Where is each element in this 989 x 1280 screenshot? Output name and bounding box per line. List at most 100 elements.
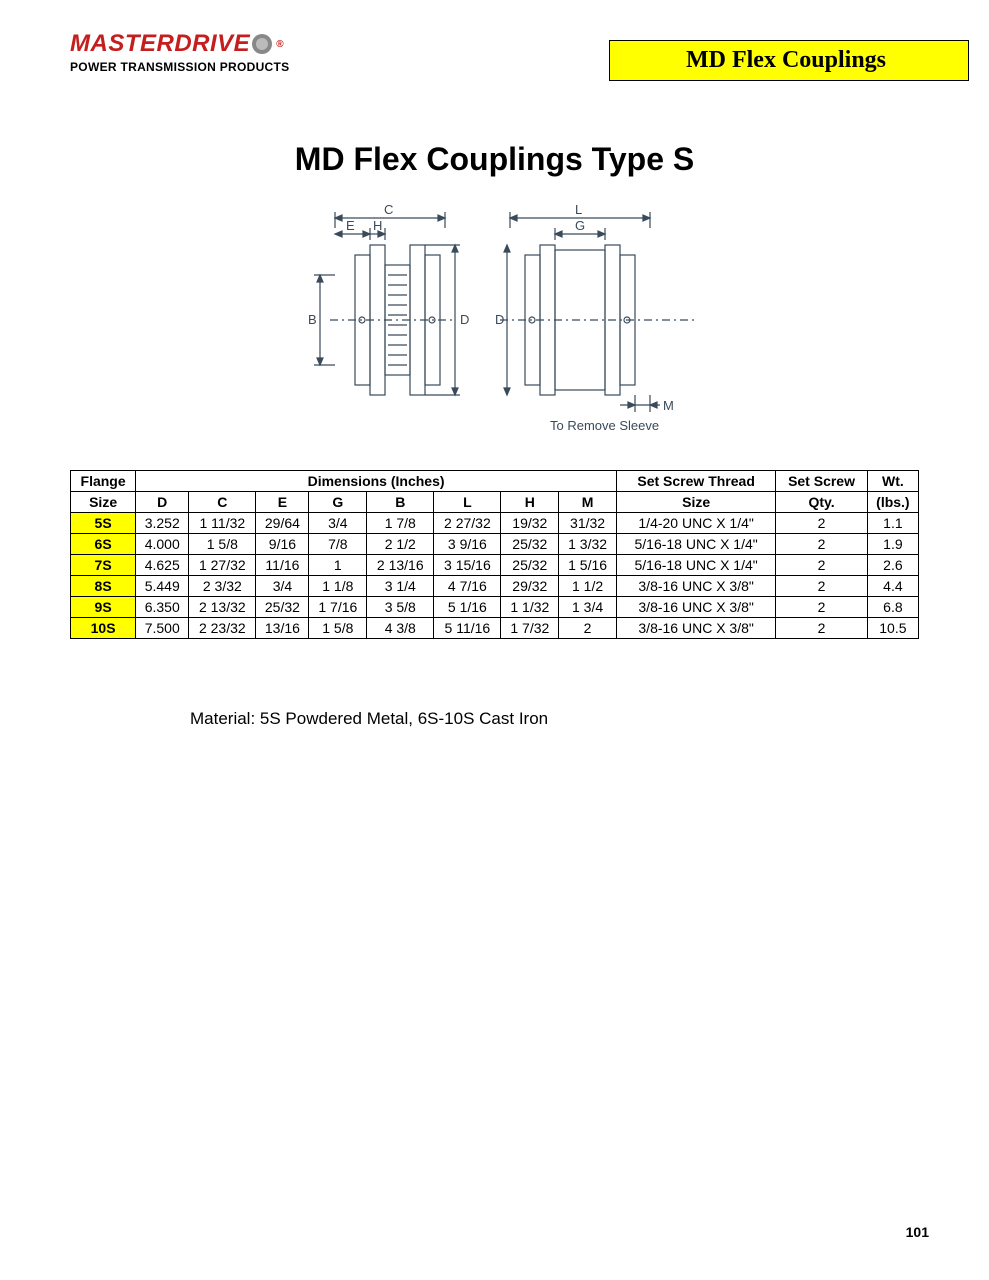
table-cell: 1/4-20 UNC X 1/4": [616, 513, 775, 534]
table-cell: 2 13/32: [189, 597, 256, 618]
page-number: 101: [906, 1224, 929, 1240]
table-cell: 25/32: [501, 555, 559, 576]
table-cell: 5S: [71, 513, 136, 534]
table-cell: 10.5: [867, 618, 918, 639]
gear-icon: [252, 34, 272, 54]
table-cell: 5 11/16: [434, 618, 501, 639]
page-title: MD Flex Couplings Type S: [0, 141, 989, 178]
table-cell: 1 3/32: [559, 534, 617, 555]
dim-label-d2: D: [495, 312, 504, 327]
table-cell: 3 15/16: [434, 555, 501, 576]
table-cell: 1.9: [867, 534, 918, 555]
table-cell: 4 3/8: [367, 618, 434, 639]
table-cell: 5/16-18 UNC X 1/4": [616, 555, 775, 576]
table-cell: 3/8-16 UNC X 3/8": [616, 576, 775, 597]
table-row: 9S6.3502 13/3225/321 7/163 5/85 1/161 1/…: [71, 597, 919, 618]
table-cell: 25/32: [256, 597, 309, 618]
table-cell: 4.000: [136, 534, 189, 555]
col-e: E: [256, 492, 309, 513]
brand-tagline: POWER TRANSMISSION PRODUCTS: [70, 60, 289, 74]
table-cell: 3 5/8: [367, 597, 434, 618]
table-cell: 4 7/16: [434, 576, 501, 597]
dim-label-d1: D: [460, 312, 469, 327]
table-row: 8S5.4492 3/323/41 1/83 1/44 7/1629/321 1…: [71, 576, 919, 597]
table-cell: 5/16-18 UNC X 1/4": [616, 534, 775, 555]
table-cell: 1 7/16: [309, 597, 367, 618]
table-row: 6S4.0001 5/89/167/82 1/23 9/1625/321 3/3…: [71, 534, 919, 555]
table-cell: 10S: [71, 618, 136, 639]
dim-label-h: H: [373, 218, 382, 233]
table-cell: 3.252: [136, 513, 189, 534]
dimensions-table-wrap: Flange Dimensions (Inches) Set Screw Thr…: [70, 470, 919, 639]
table-cell: 2 23/32: [189, 618, 256, 639]
table-row: 10S7.5002 23/3213/161 5/84 3/85 11/161 7…: [71, 618, 919, 639]
col-l: L: [434, 492, 501, 513]
col-flange-size: Size: [71, 492, 136, 513]
table-cell: 3 1/4: [367, 576, 434, 597]
table-cell: 1 5/16: [559, 555, 617, 576]
table-cell: 1 27/32: [189, 555, 256, 576]
section-banner: MD Flex Couplings: [609, 40, 969, 81]
col-h: H: [501, 492, 559, 513]
brand-name: MASTERDRIVE ®: [70, 30, 289, 58]
dim-label-m: M: [663, 398, 674, 413]
dim-label-g: G: [575, 218, 585, 233]
table-cell: 3 9/16: [434, 534, 501, 555]
table-cell: 1.1: [867, 513, 918, 534]
table-cell: 3/8-16 UNC X 3/8": [616, 618, 775, 639]
table-cell: 25/32: [501, 534, 559, 555]
table-cell: 31/32: [559, 513, 617, 534]
table-cell: 2: [776, 534, 867, 555]
coupling-diagram-svg: C E H: [280, 200, 710, 450]
table-row: 5S3.2521 11/3229/643/41 7/82 27/3219/323…: [71, 513, 919, 534]
table-cell: 1 11/32: [189, 513, 256, 534]
table-cell: 2: [776, 555, 867, 576]
col-qty: Set Screw: [776, 471, 867, 492]
table-cell: 9S: [71, 597, 136, 618]
dim-label-e: E: [346, 218, 355, 233]
table-cell: 7.500: [136, 618, 189, 639]
table-cell: 2: [776, 597, 867, 618]
table-cell: 1 7/8: [367, 513, 434, 534]
table-cell: 2: [776, 618, 867, 639]
table-cell: 2 3/32: [189, 576, 256, 597]
table-cell: 13/16: [256, 618, 309, 639]
table-cell: 7S: [71, 555, 136, 576]
table-cell: 4.4: [867, 576, 918, 597]
table-cell: 2: [559, 618, 617, 639]
table-cell: 2: [776, 576, 867, 597]
table-cell: 2 13/16: [367, 555, 434, 576]
registered-mark: ®: [276, 39, 284, 50]
table-cell: 9/16: [256, 534, 309, 555]
table-cell: 5 1/16: [434, 597, 501, 618]
col-thread-size: Size: [616, 492, 775, 513]
col-wt-2: (lbs.): [867, 492, 918, 513]
table-cell: 1 7/32: [501, 618, 559, 639]
table-cell: 8S: [71, 576, 136, 597]
col-flange: Flange: [71, 471, 136, 492]
table-cell: 3/4: [309, 513, 367, 534]
table-cell: 29/64: [256, 513, 309, 534]
table-cell: 5.449: [136, 576, 189, 597]
table-cell: 1: [309, 555, 367, 576]
brand-logo: MASTERDRIVE ® POWER TRANSMISSION PRODUCT…: [70, 30, 289, 74]
table-cell: 2.6: [867, 555, 918, 576]
table-row: 7S4.6251 27/3211/1612 13/163 15/1625/321…: [71, 555, 919, 576]
col-thread: Set Screw Thread: [616, 471, 775, 492]
table-cell: 6.8: [867, 597, 918, 618]
col-d: D: [136, 492, 189, 513]
col-c: C: [189, 492, 256, 513]
material-note: Material: 5S Powdered Metal, 6S-10S Cast…: [190, 709, 989, 729]
table-cell: 4.625: [136, 555, 189, 576]
dim-label-l: L: [575, 202, 582, 217]
diagram-caption: To Remove Sleeve: [550, 418, 659, 433]
table-cell: 1 5/8: [189, 534, 256, 555]
table-cell: 6.350: [136, 597, 189, 618]
col-wt: Wt.: [867, 471, 918, 492]
technical-diagram: C E H: [0, 200, 989, 450]
col-m: M: [559, 492, 617, 513]
table-cell: 3/4: [256, 576, 309, 597]
col-qty-2: Qty.: [776, 492, 867, 513]
table-header-row-2: Size D C E G B L H M Size Qty. (lbs.): [71, 492, 919, 513]
col-b: B: [367, 492, 434, 513]
